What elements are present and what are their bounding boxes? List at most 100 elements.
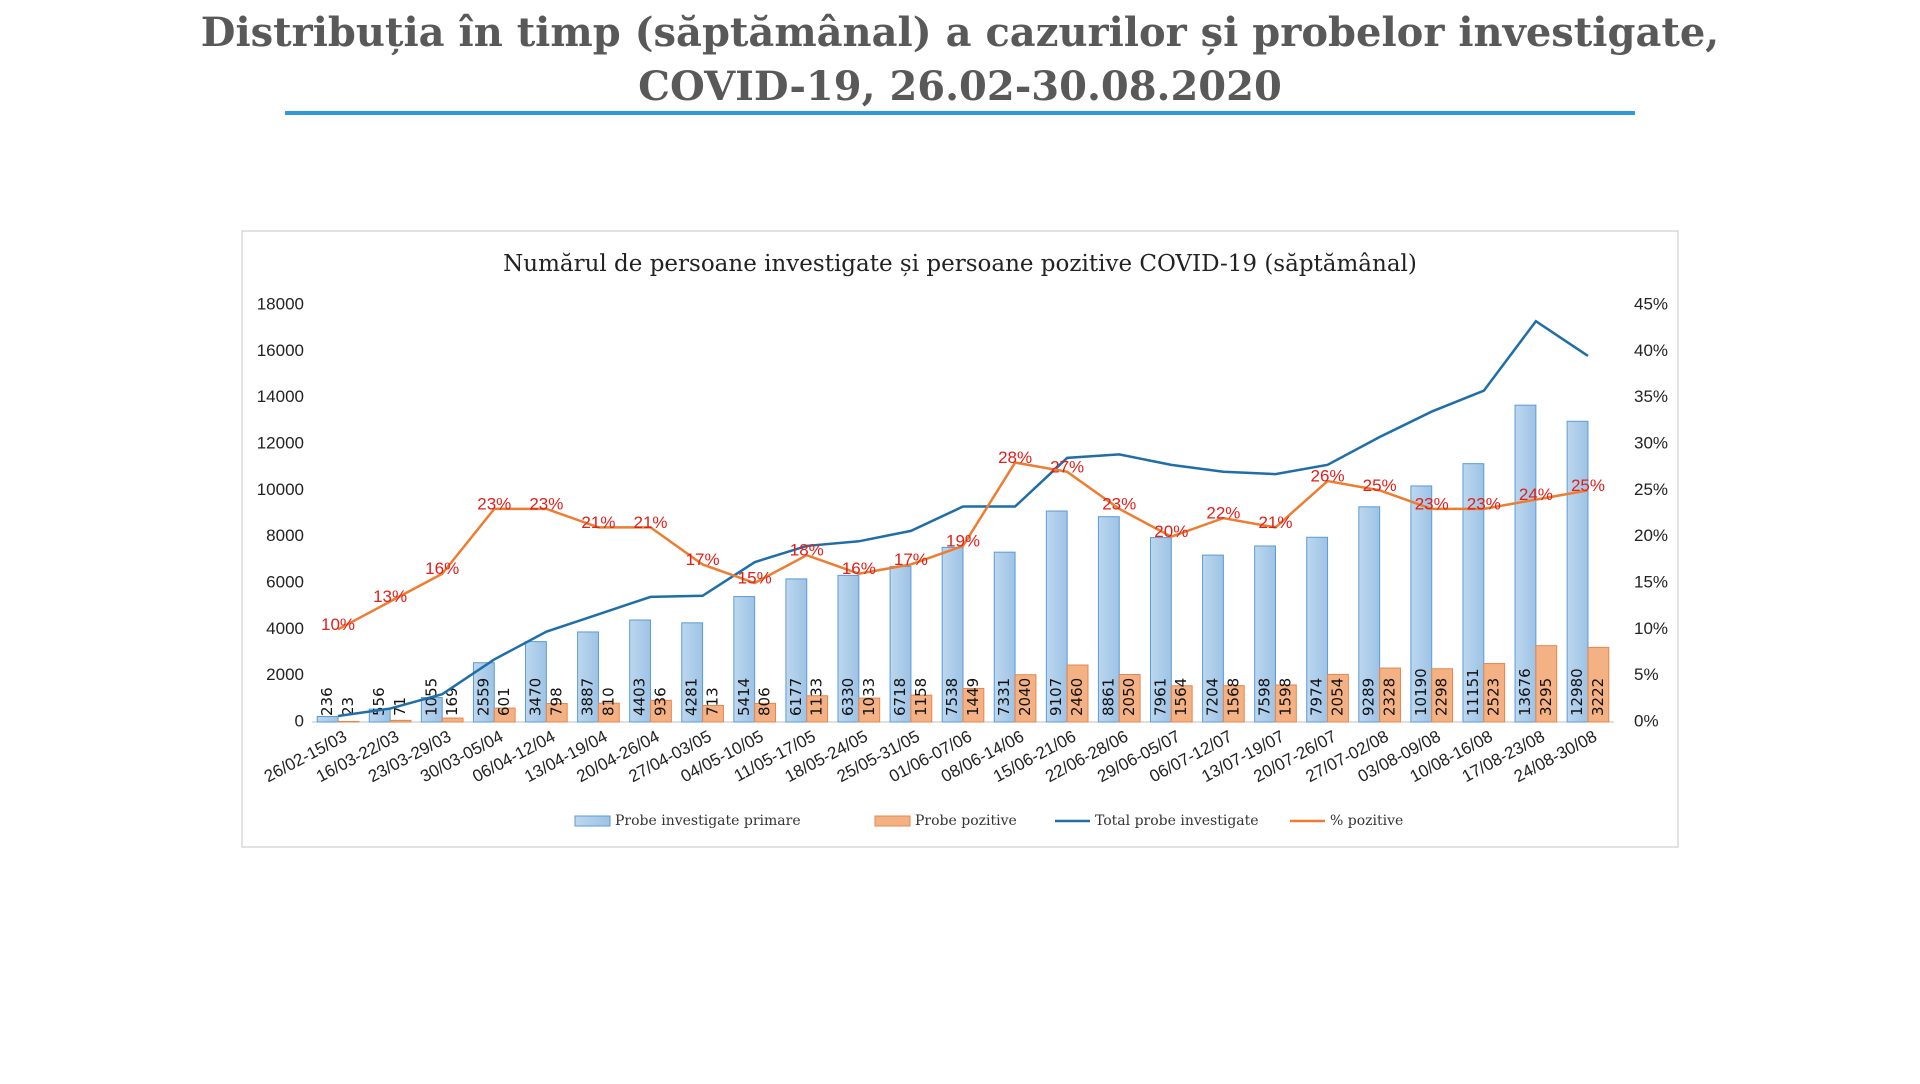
bar-value-label: 1033: [860, 678, 878, 716]
y-tick-label: 18000: [257, 294, 304, 313]
bar: [1014, 674, 1037, 723]
y2-tick-label: 20%: [1634, 526, 1668, 545]
bar-value-label: 7538: [943, 678, 961, 716]
y2-tick-label: 45%: [1634, 294, 1668, 313]
bar: [545, 703, 568, 723]
percent-label: 23%: [1102, 494, 1136, 513]
bar: [733, 596, 756, 723]
bar: [806, 695, 829, 723]
y2-tick-label: 40%: [1634, 341, 1668, 360]
bar-value-label: 236: [318, 687, 336, 716]
bar: [1149, 537, 1172, 723]
percent-label: 21%: [634, 513, 668, 532]
bar: [1535, 645, 1558, 723]
bar: [1274, 684, 1297, 723]
bar: [1514, 404, 1537, 723]
bar-value-label: 2460: [1068, 678, 1086, 716]
bar: [837, 574, 860, 723]
bar-value-label: 3295: [1537, 678, 1555, 716]
bar-value-label: 7204: [1203, 678, 1221, 716]
bar-value-label: 2054: [1328, 678, 1346, 716]
bar-value-label: 8861: [1099, 678, 1117, 716]
bar-value-label: 12980: [1568, 668, 1586, 716]
y-tick-label: 6000: [266, 572, 304, 591]
y2-tick-label: 35%: [1634, 387, 1668, 406]
bar-value-label: 7598: [1256, 678, 1274, 716]
percent-label: 17%: [894, 550, 928, 569]
y-tick-label: 14000: [257, 387, 304, 406]
percent-label: 21%: [581, 513, 615, 532]
line-series: [337, 319, 1589, 718]
percent-label: 24%: [1519, 485, 1553, 504]
bar: [1431, 668, 1454, 723]
percent-label: 19%: [946, 531, 980, 550]
bar-value-label: 601: [495, 687, 513, 716]
bar: [858, 697, 881, 723]
bar: [1379, 667, 1401, 723]
bar: [1222, 685, 1245, 723]
percent-label: 16%: [842, 559, 876, 578]
bar-value-label: 2050: [1120, 678, 1138, 716]
bar: [337, 720, 360, 723]
y-tick-label: 10000: [257, 480, 304, 499]
bar-value-label: 4403: [631, 678, 649, 716]
percent-label: 16%: [425, 559, 459, 578]
bar: [389, 719, 412, 723]
bar-value-label: 7961: [1151, 678, 1169, 716]
bar: [941, 546, 964, 723]
bar: [1587, 646, 1610, 723]
y-tick-label: 8000: [266, 526, 304, 545]
bar: [785, 578, 808, 723]
y2-tick-label: 30%: [1634, 433, 1668, 452]
percent-label: 10%: [321, 615, 355, 634]
percent-label: 23%: [529, 494, 563, 513]
bar-value-label: 806: [756, 687, 774, 716]
bar: [910, 694, 933, 723]
percent-label: 21%: [1258, 513, 1292, 532]
bar: [1045, 510, 1068, 723]
chart-frame: [241, 230, 1679, 848]
percent-label: 23%: [1467, 494, 1501, 513]
bar-value-label: 2523: [1485, 678, 1503, 716]
percent-label: 18%: [790, 541, 824, 560]
bar-value-label: 1564: [1172, 678, 1190, 716]
bar-value-label: 169: [443, 687, 461, 716]
bar-value-label: 1133: [808, 678, 826, 716]
bar-value-label: 3470: [526, 678, 544, 716]
y-tick-label: 16000: [257, 341, 304, 360]
bar-value-label: 11151: [1464, 668, 1482, 716]
bar-value-label: 1568: [1224, 678, 1242, 716]
bar-value-label: 1449: [964, 678, 982, 716]
y-tick-label: 2000: [266, 665, 304, 684]
bar-value-label: 6330: [839, 678, 857, 716]
y-tick-label: 4000: [266, 619, 304, 638]
bar-value-label: 3887: [579, 678, 597, 716]
percent-label: 27%: [1050, 457, 1084, 476]
legend-swatch: [574, 815, 611, 827]
bar-value-label: 6177: [787, 678, 805, 716]
bar-value-label: 6718: [891, 678, 909, 716]
bar-value-label: 1158: [912, 678, 930, 716]
y-tick-label: 0: [295, 711, 304, 730]
bar-value-label: 5414: [735, 678, 753, 716]
page-title: COVID-19, 26.02-30.08.2020: [638, 63, 1282, 110]
bar: [1118, 674, 1141, 723]
bar-value-label: 1598: [1276, 678, 1294, 716]
bar: [493, 707, 516, 723]
percent-label: 25%: [1363, 476, 1397, 495]
bar-value-label: 9289: [1360, 678, 1378, 716]
y2-tick-label: 15%: [1634, 572, 1668, 591]
percent-label: 20%: [1154, 522, 1188, 541]
y2-tick-label: 5%: [1634, 665, 1659, 684]
bar: [650, 699, 672, 723]
bar-value-label: 3222: [1589, 678, 1607, 716]
bar: [1327, 673, 1349, 723]
bar: [1066, 664, 1089, 723]
bar-value-label: 2298: [1433, 678, 1451, 716]
bar-value-label: 936: [651, 687, 669, 716]
bar: [1306, 536, 1329, 723]
bar: [962, 687, 985, 723]
bar-value-label: 7974: [1308, 678, 1326, 716]
percent-label: 23%: [477, 494, 511, 513]
